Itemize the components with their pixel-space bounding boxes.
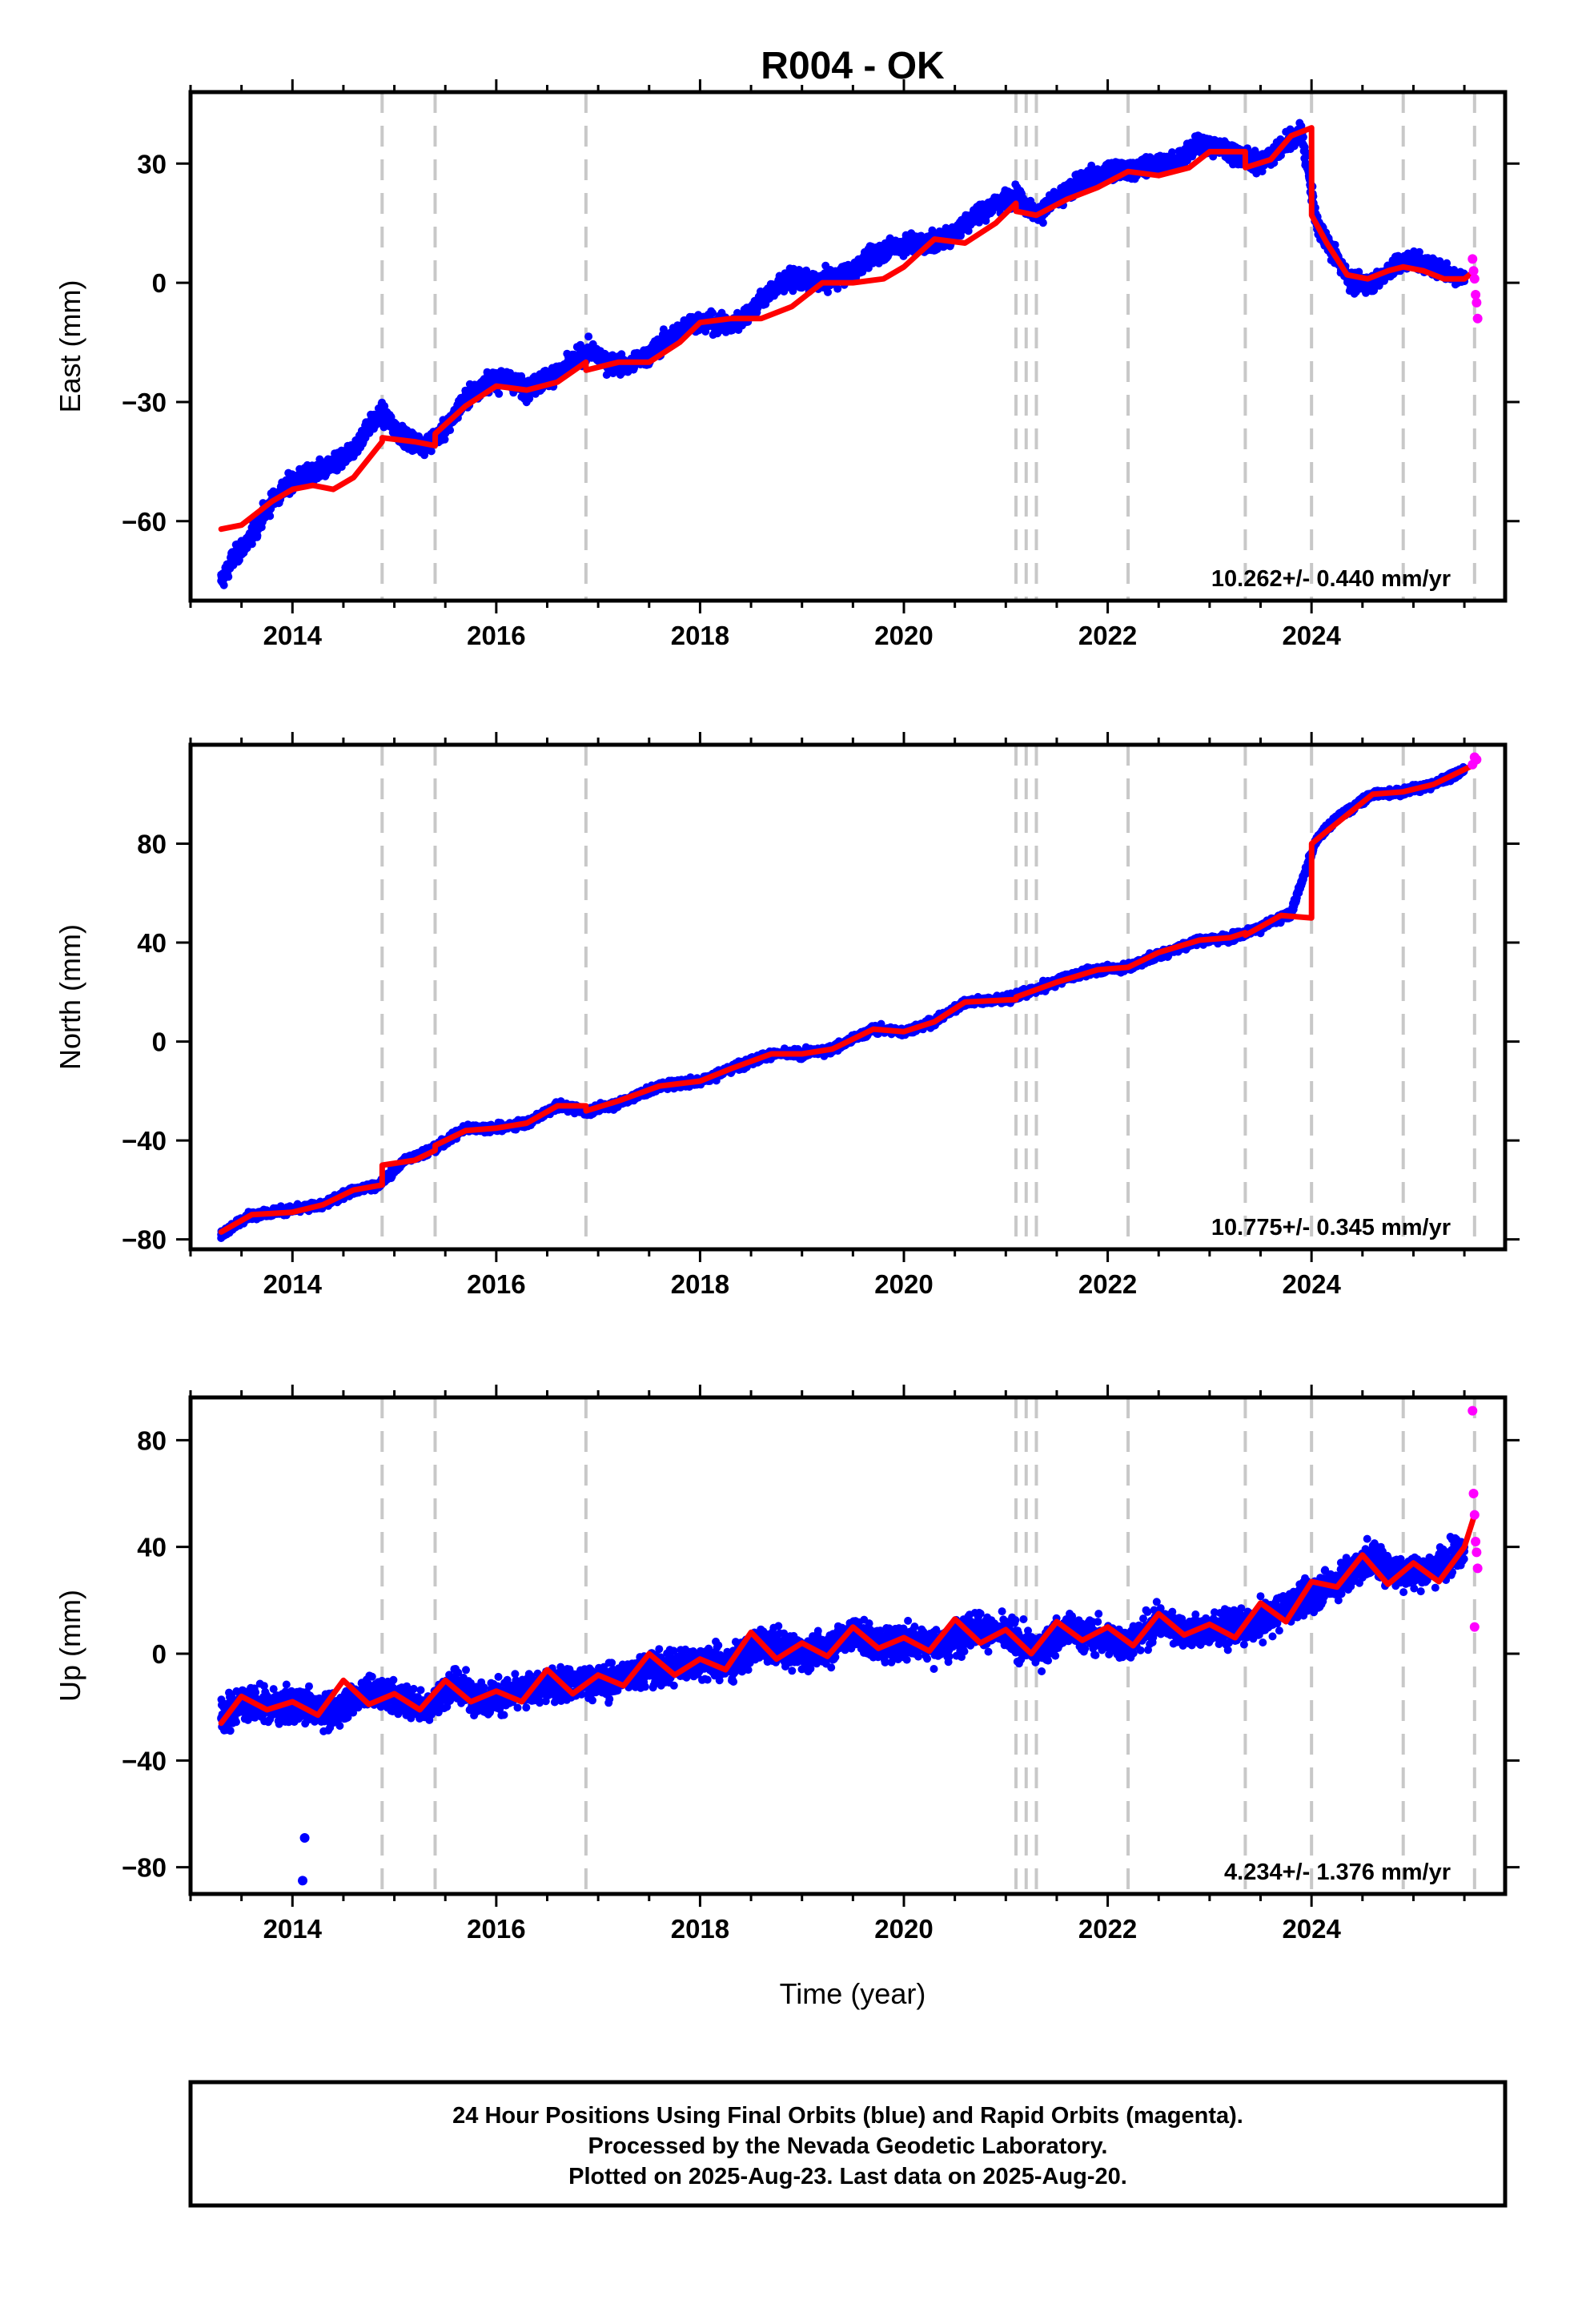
- rapid-orbit-point: [1468, 254, 1478, 264]
- final-orbit-point: [964, 227, 973, 235]
- final-orbit-point: [849, 267, 857, 275]
- final-orbit-point: [824, 287, 832, 296]
- rate-label: 10.262+/- 0.440 mm/yr: [1211, 566, 1451, 592]
- y-axis-label: East (mm): [54, 280, 86, 413]
- final-orbit-point: [440, 435, 449, 444]
- final-orbit-point: [685, 318, 694, 327]
- y-tick-label: −30: [122, 388, 167, 417]
- y-tick-label: 0: [152, 268, 167, 298]
- chart-title: R004 - OK: [761, 45, 945, 87]
- panel-frame: [188, 90, 1508, 603]
- final-orbit-point: [461, 394, 470, 402]
- final-orbit-point: [1331, 240, 1339, 249]
- final-orbit-point: [726, 322, 735, 331]
- final-orbit-point: [659, 325, 668, 334]
- final-orbit-point: [222, 569, 231, 577]
- rapid-orbit-points: [1468, 254, 1483, 324]
- final-orbit-point: [247, 540, 256, 549]
- final-orbit-point: [217, 577, 226, 585]
- x-tick-label: 2022: [1078, 621, 1137, 650]
- final-orbit-point: [747, 306, 756, 315]
- x-tick-label: 2018: [671, 621, 729, 650]
- rapid-orbit-point: [1471, 290, 1481, 300]
- y-tick-label: −60: [122, 507, 167, 537]
- final-orbit-point: [1409, 255, 1418, 263]
- final-orbit-point: [1195, 139, 1204, 148]
- final-orbit-point: [380, 402, 389, 411]
- rapid-orbit-point: [1469, 274, 1480, 284]
- x-tick-label: 2020: [874, 621, 933, 650]
- x-tick-label: 2024: [1282, 621, 1341, 650]
- final-orbit-point: [258, 513, 267, 521]
- final-orbit-point: [1134, 163, 1142, 172]
- plot-area: [217, 119, 1483, 589]
- final-orbit-point: [564, 362, 572, 371]
- final-orbit-point: [767, 287, 776, 295]
- final-orbit-point: [308, 469, 317, 478]
- east-panel: 2014 2016 2018 2020 2022 2024 −60 −30 0 30 East (m…: [54, 79, 1520, 650]
- final-orbit-point: [1355, 267, 1363, 276]
- rapid-orbit-point: [1472, 313, 1483, 324]
- final-orbit-point: [364, 421, 373, 430]
- final-orbit-point: [909, 239, 918, 247]
- final-orbit-point: [1073, 179, 1082, 188]
- plot-area: [217, 752, 1482, 1242]
- model-line: [218, 125, 1478, 533]
- rapid-orbit-point: [1468, 266, 1479, 276]
- final-orbit-point: [788, 275, 796, 283]
- final-orbit-point: [1429, 263, 1438, 271]
- y-tick-label: 30: [137, 149, 167, 179]
- final-orbit-point: [991, 199, 1000, 207]
- final-orbit-point: [709, 308, 717, 317]
- final-orbit-point: [1348, 279, 1357, 287]
- final-orbit-point: [247, 533, 256, 541]
- final-orbit-point: [833, 284, 842, 293]
- final-orbit-point: [227, 557, 235, 565]
- final-orbit-point: [584, 332, 593, 341]
- final-orbit-point: [644, 350, 653, 359]
- final-orbit-point: [1012, 191, 1020, 199]
- final-orbit-point: [1302, 152, 1311, 161]
- final-orbit-point: [495, 389, 504, 398]
- final-orbit-point: [288, 477, 297, 486]
- final-orbit-point: [502, 374, 511, 383]
- final-orbit-point: [869, 251, 877, 259]
- final-orbit-point: [808, 279, 817, 287]
- final-orbit-point: [1415, 247, 1423, 256]
- final-orbit-point: [584, 346, 592, 355]
- final-orbit-point: [1368, 279, 1377, 287]
- final-orbit-point: [237, 545, 246, 553]
- final-orbit-point: [889, 243, 898, 251]
- final-orbit-point: [1209, 152, 1218, 161]
- final-orbit-point: [665, 334, 674, 343]
- final-orbit-point: [1443, 259, 1452, 267]
- final-orbit-point: [329, 461, 338, 470]
- final-orbit-point: [1154, 159, 1163, 168]
- rapid-orbit-point: [1472, 297, 1482, 308]
- final-orbit-points: [217, 119, 1469, 589]
- final-orbit-points: [217, 762, 1469, 1242]
- final-orbit-point: [1093, 171, 1102, 180]
- x-tick-label: 2016: [467, 621, 525, 650]
- final-orbit-point: [427, 447, 436, 456]
- x-tick-label: 2014: [263, 621, 323, 650]
- final-orbit-point: [1038, 219, 1047, 227]
- final-orbit-point: [482, 378, 491, 387]
- final-orbit-point: [928, 226, 937, 235]
- north-panel: 2014 2016 2018 2020 2022 2024−80−4004080North…: [54, 732, 1520, 1299]
- final-orbit-point: [1174, 155, 1183, 164]
- final-orbit-point: [971, 211, 980, 219]
- final-orbit-point: [378, 409, 387, 418]
- final-orbit-point: [349, 445, 358, 454]
- final-orbit-point: [266, 512, 275, 521]
- final-orbit-point: [950, 227, 959, 235]
- final-orbit-point: [543, 374, 552, 383]
